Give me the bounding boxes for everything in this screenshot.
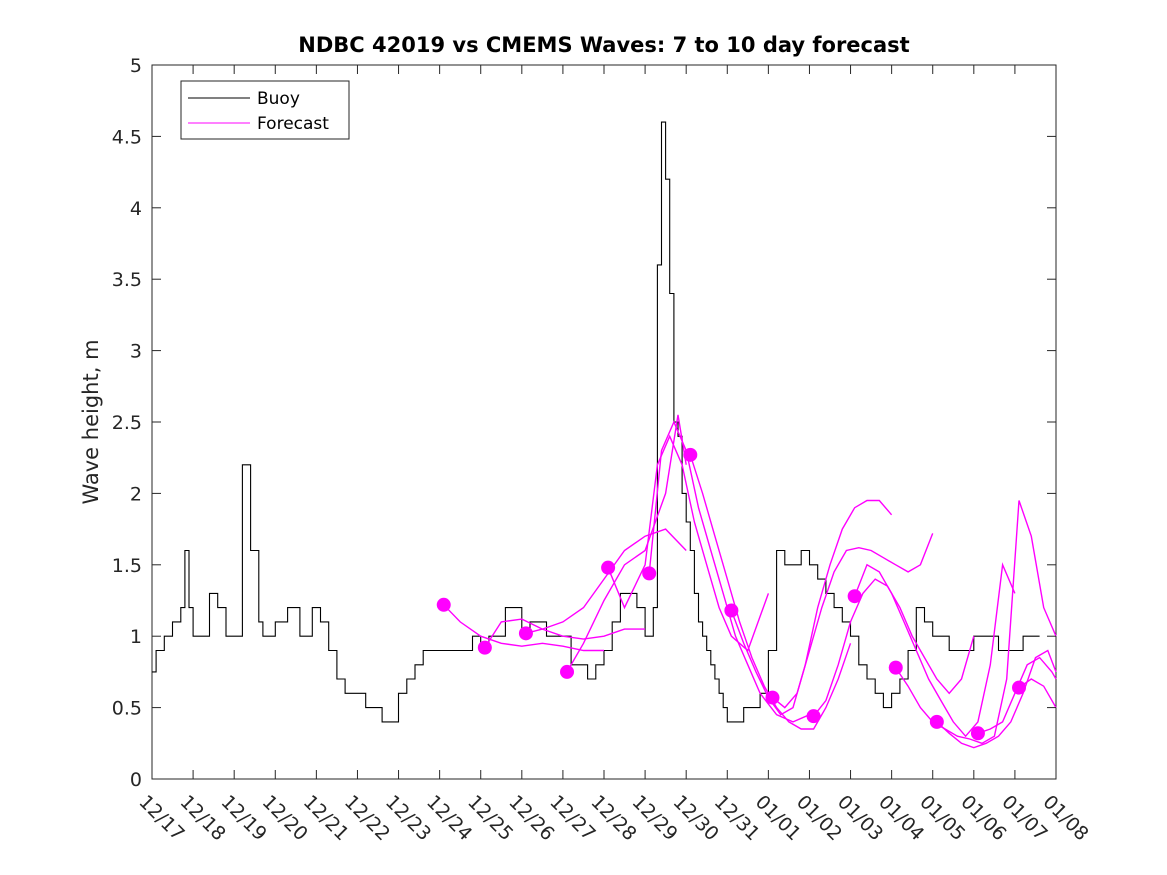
forecast-start-marker — [642, 566, 657, 581]
legend-buoy-label: Buoy — [257, 89, 300, 109]
forecast-start-marker — [724, 603, 739, 618]
forecast-start-marker — [847, 589, 862, 604]
y-tick-label: 2 — [130, 483, 142, 505]
forecast-start-marker — [601, 560, 616, 575]
forecast-line — [484, 618, 646, 648]
forecast-start-marker — [477, 640, 492, 655]
forecast-start-marker — [888, 660, 903, 675]
y-tick-label: 0 — [130, 769, 142, 791]
y-tick-label: 3.5 — [112, 269, 142, 291]
forecast-line — [443, 604, 604, 652]
legend: Buoy Forecast — [180, 80, 350, 140]
y-tick-label: 1.5 — [112, 555, 142, 577]
forecast-start-marker — [518, 626, 533, 641]
y-tick-label: 5 — [130, 55, 142, 77]
y-tick-label: 0.5 — [112, 698, 142, 720]
y-tick-label: 4 — [130, 198, 142, 220]
forecast-start-marker — [436, 597, 451, 612]
series-layer — [152, 121, 1057, 749]
y-tick-label: 1 — [130, 626, 142, 648]
forecast-line — [936, 649, 1057, 749]
buoy-line — [152, 121, 1040, 723]
forecast-line — [730, 499, 893, 716]
y-tick-label: 2.5 — [112, 412, 142, 434]
forecast-start-marker — [806, 709, 821, 724]
forecast-start-marker — [929, 714, 944, 729]
forecast-line — [772, 533, 934, 709]
forecast-line — [895, 500, 1057, 745]
plot-area — [151, 64, 1057, 780]
forecast-line — [1018, 678, 1057, 708]
forecast-start-marker — [970, 726, 985, 741]
y-tick-label: 3 — [130, 341, 142, 363]
forecast-start-marker — [765, 690, 780, 705]
forecast-start-marker — [560, 664, 575, 679]
y-tick-label: 4.5 — [112, 126, 142, 148]
legend-forecast-label: Forecast — [257, 114, 329, 134]
y-axis-label: Wave height, m — [79, 339, 103, 504]
chart-title: NDBC 42019 vs CMEMS Waves: 7 to 10 day f… — [298, 33, 909, 57]
forecast-line — [977, 656, 1057, 734]
forecast-line — [525, 528, 687, 634]
legend-box — [180, 80, 350, 140]
forecast-line — [854, 562, 1016, 738]
forecast-start-marker — [1012, 680, 1027, 695]
forecast-start-marker — [683, 447, 698, 462]
y-axis: 0 0.5 1 1.5 2 2.5 3 3.5 4 4.5 5 — [112, 55, 1056, 791]
forecast-line — [648, 420, 810, 723]
forecast-line — [607, 434, 770, 652]
